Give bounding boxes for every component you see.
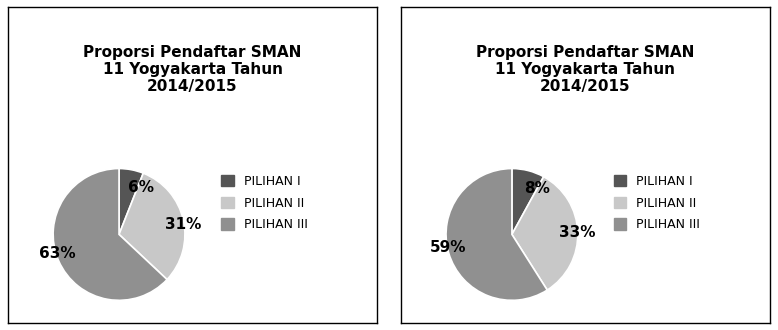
Text: 33%: 33%: [559, 225, 596, 241]
Wedge shape: [512, 169, 544, 234]
Wedge shape: [53, 169, 167, 300]
Text: 6%: 6%: [128, 180, 154, 195]
Text: 59%: 59%: [430, 240, 466, 255]
Legend: PILIHAN I, PILIHAN II, PILIHAN III: PILIHAN I, PILIHAN II, PILIHAN III: [217, 171, 311, 235]
Wedge shape: [119, 169, 143, 234]
Text: 31%: 31%: [166, 216, 202, 232]
Wedge shape: [119, 173, 185, 280]
Text: 63%: 63%: [39, 246, 75, 261]
Text: Proporsi Pendaftar SMAN
11 Yogyakarta Tahun
2014/2015: Proporsi Pendaftar SMAN 11 Yogyakarta Ta…: [476, 45, 695, 94]
Wedge shape: [512, 177, 578, 290]
Wedge shape: [446, 169, 547, 300]
Text: Proporsi Pendaftar SMAN
11 Yogyakarta Tahun
2014/2015: Proporsi Pendaftar SMAN 11 Yogyakarta Ta…: [83, 45, 302, 94]
Text: 8%: 8%: [524, 181, 549, 196]
Legend: PILIHAN I, PILIHAN II, PILIHAN III: PILIHAN I, PILIHAN II, PILIHAN III: [610, 171, 704, 235]
